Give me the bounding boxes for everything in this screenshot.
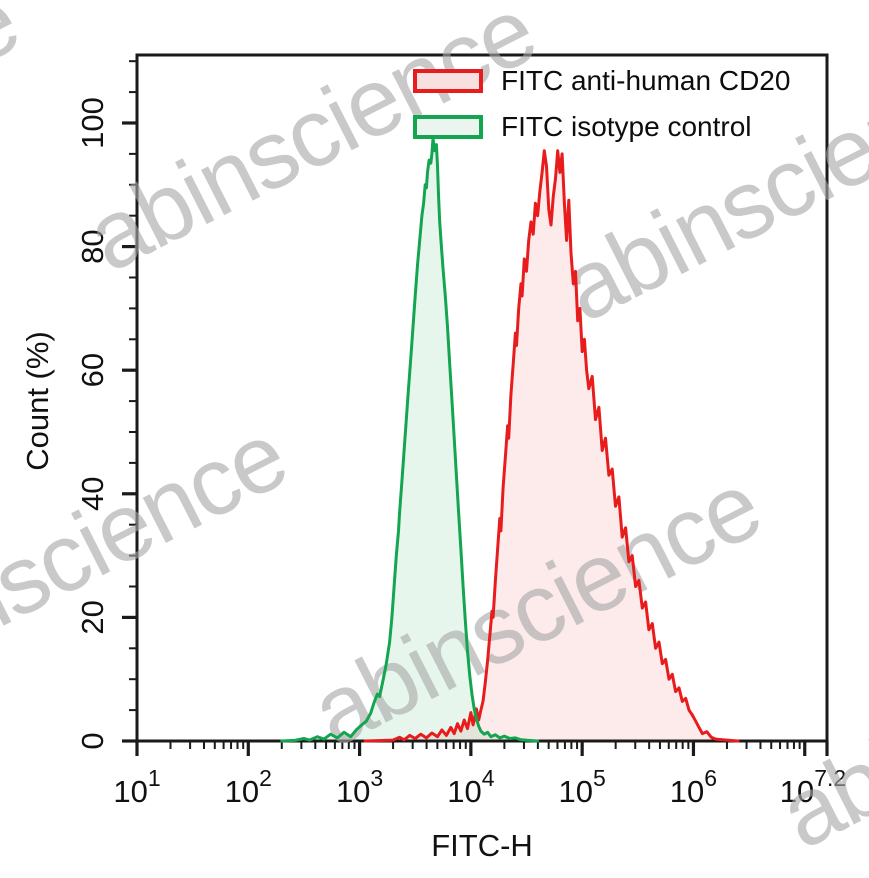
legend-swatch-green	[413, 115, 483, 139]
svg-text:40: 40	[75, 477, 110, 511]
svg-text:107.2: 107.2	[780, 765, 846, 809]
svg-text:103: 103	[336, 765, 383, 809]
svg-text:101: 101	[113, 765, 160, 809]
svg-text:60: 60	[75, 353, 110, 387]
svg-text:0: 0	[75, 732, 110, 749]
legend-swatch-red	[413, 69, 483, 93]
svg-text:106: 106	[670, 765, 717, 809]
legend-label-isotype: FITC isotype control	[501, 111, 752, 142]
svg-text:80: 80	[75, 229, 110, 263]
x-axis-title: FITC-H	[431, 828, 533, 863]
legend-item-isotype: FITC isotype control	[413, 112, 752, 142]
legend-item-cd20: FITC anti-human CD20	[413, 66, 790, 96]
x-tick-labels: 101 102 103 104 105 106 107.2	[113, 765, 846, 809]
svg-text:100: 100	[75, 97, 110, 149]
plot-border	[135, 53, 829, 743]
y-tick-labels: 0 20 40 60 80 100	[75, 97, 110, 750]
svg-text:104: 104	[447, 765, 494, 809]
svg-text:102: 102	[225, 765, 272, 809]
series-fills	[281, 138, 738, 742]
legend-label-cd20: FITC anti-human CD20	[501, 65, 791, 96]
y-axis-title: Count (%)	[20, 331, 55, 471]
axis-ticks	[122, 60, 829, 756]
svg-text:105: 105	[559, 765, 606, 809]
svg-text:20: 20	[75, 600, 110, 634]
